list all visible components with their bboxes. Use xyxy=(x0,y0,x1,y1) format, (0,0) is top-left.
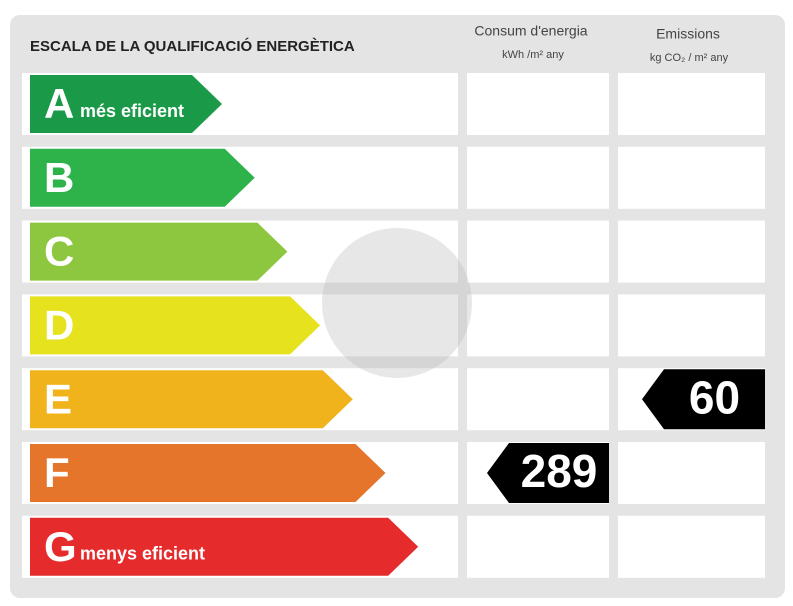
rating-letter: D xyxy=(44,301,74,348)
emissions-cell xyxy=(618,442,765,504)
title: ESCALA DE LA QUALIFICACIÓ ENERGÈTICA xyxy=(30,37,355,55)
consumption-cell xyxy=(467,368,609,431)
consumption-cell xyxy=(467,294,609,357)
rating-letter: A xyxy=(44,80,74,127)
value-text: 60 xyxy=(689,371,740,423)
rating-letter: G xyxy=(44,523,77,570)
emissions-unit: kg CO₂ / m² any xyxy=(650,52,729,64)
value-badge xyxy=(642,369,765,430)
emissions-title: Emissions xyxy=(656,26,720,42)
consumption-cell xyxy=(467,146,609,209)
rating-letter: C xyxy=(44,228,74,275)
consumption-cell xyxy=(467,515,609,578)
emissions-cell xyxy=(618,146,765,209)
rating-label: més eficient xyxy=(80,101,184,121)
consumption-title: Consum d'energia xyxy=(474,23,587,39)
rating-arrow xyxy=(30,222,288,281)
watermark xyxy=(322,228,472,378)
consumption-cell xyxy=(467,220,609,283)
consumption-unit: kWh /m² any xyxy=(502,49,564,61)
rating-letter: B xyxy=(44,154,74,201)
rating-arrow xyxy=(30,370,353,429)
rating-label: menys eficient xyxy=(80,544,205,564)
emissions-cell xyxy=(618,73,765,135)
rating-letter: F xyxy=(44,449,70,496)
consumption-cell xyxy=(467,73,609,135)
emissions-cell xyxy=(618,294,765,357)
rating-arrow xyxy=(30,517,419,576)
emissions-cell xyxy=(618,220,765,283)
rating-arrow xyxy=(30,444,386,502)
value-text: 289 xyxy=(521,445,598,497)
rating-arrow xyxy=(30,296,321,355)
rating-letter: E xyxy=(44,375,72,422)
emissions-cell xyxy=(618,515,765,578)
value-badge xyxy=(487,443,609,503)
rating-arrow xyxy=(30,148,255,207)
rating-arrow xyxy=(30,75,222,133)
